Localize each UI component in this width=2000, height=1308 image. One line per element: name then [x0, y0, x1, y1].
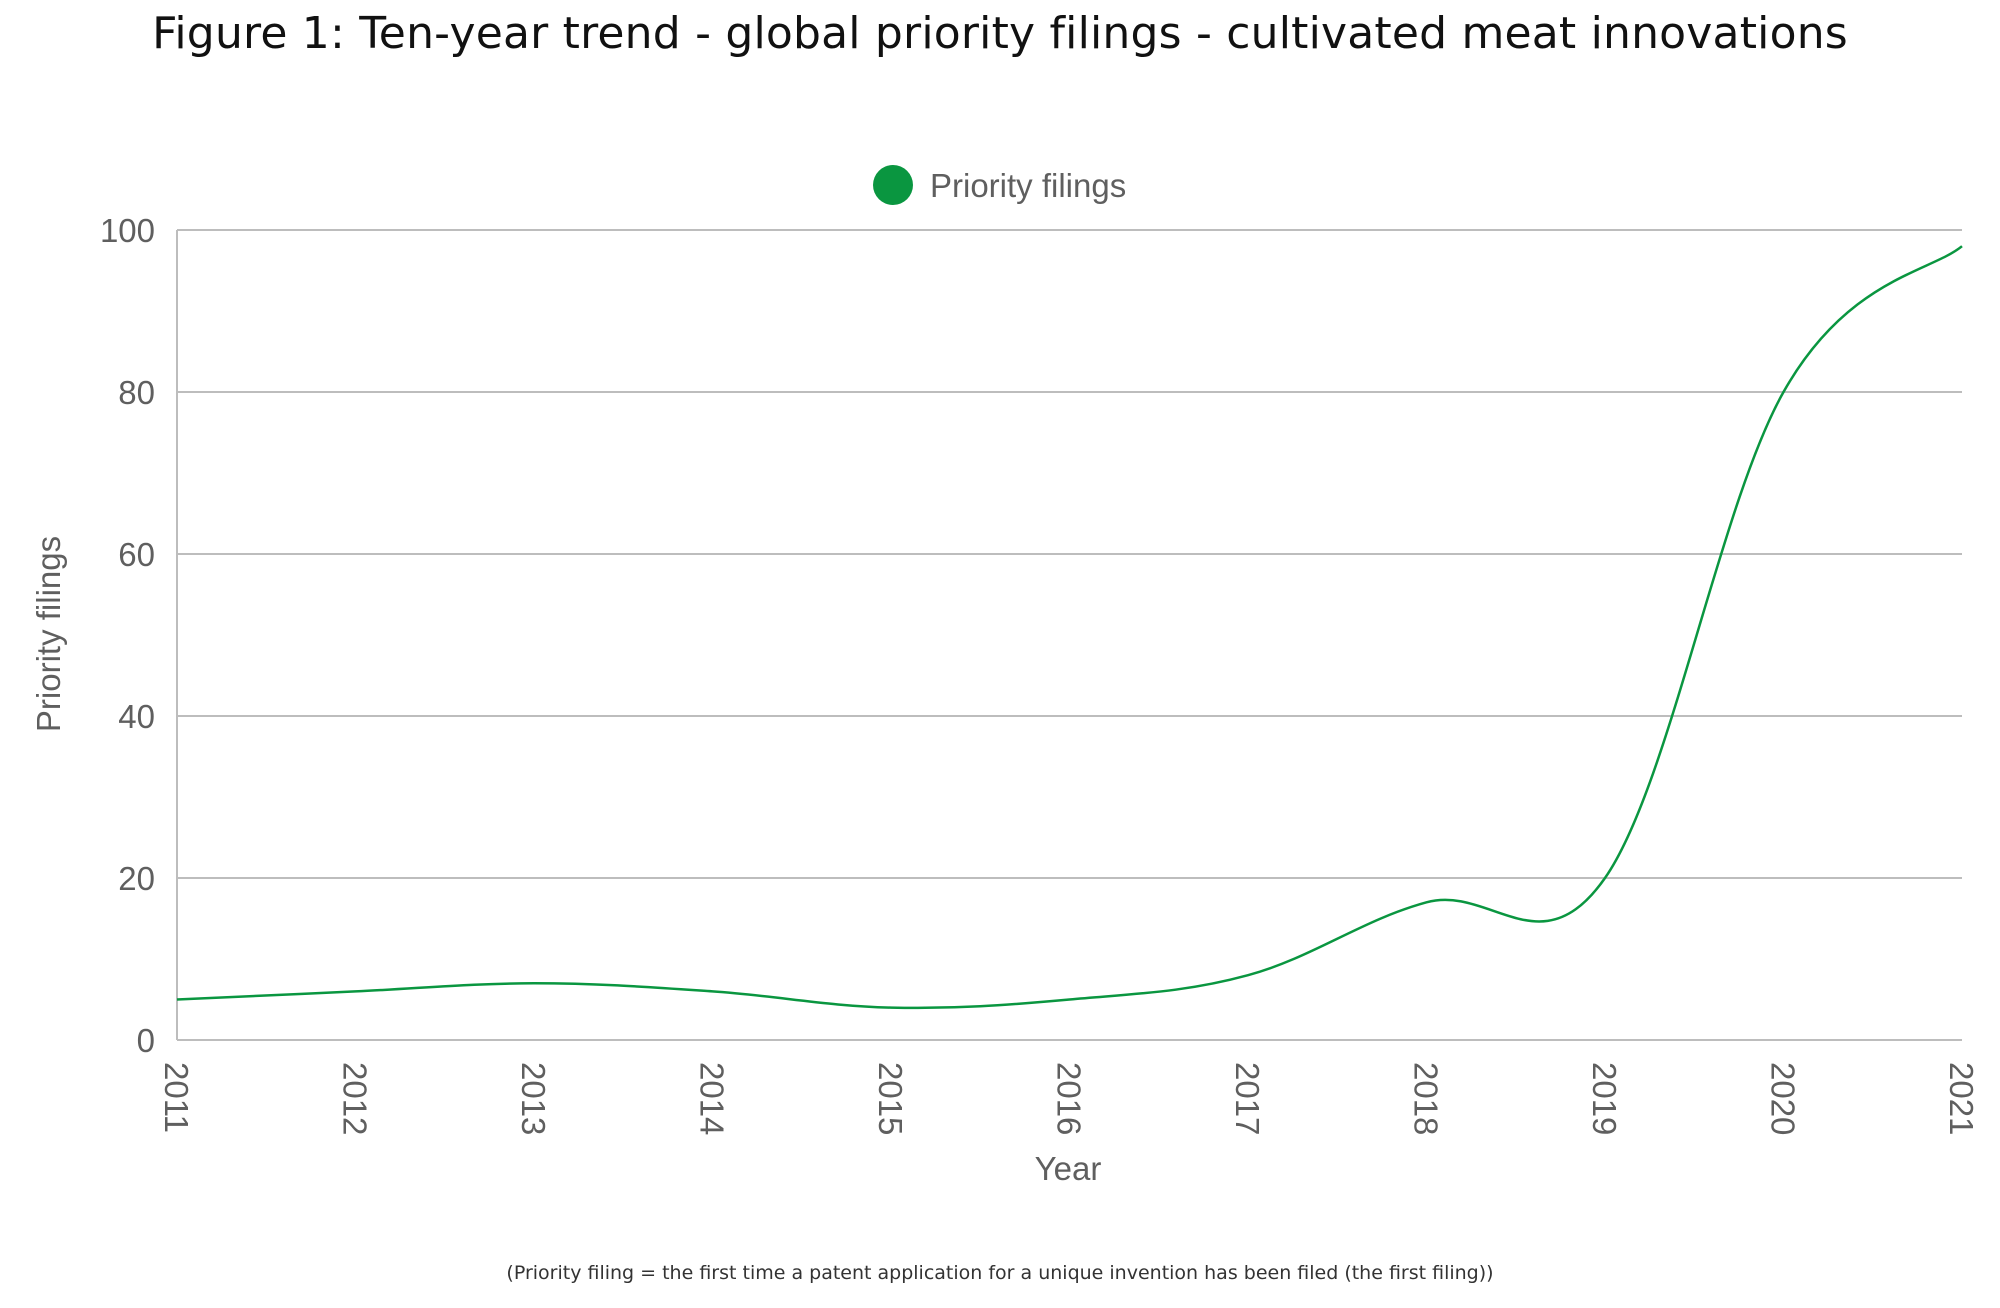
gridlines [176, 229, 1962, 1041]
x-tick-label-2016: 2016 [1051, 1062, 1088, 1135]
y-tick-label-100: 100 [100, 212, 155, 249]
legend: Priority filings [873, 165, 1126, 205]
y-tick-label-40: 40 [118, 698, 155, 735]
series-priority-filings [171, 240, 1968, 1014]
x-axis-ticks: 2011 2012 2013 2014 2015 2016 2017 2018 2019 2020… [158, 1062, 1980, 1135]
data-point-2020[interactable] [1778, 386, 1790, 398]
x-tick-label-2020: 2020 [1765, 1062, 1802, 1135]
data-point-2018[interactable] [1421, 896, 1433, 908]
legend-marker-priority-filings[interactable] [873, 165, 913, 205]
x-tick-label-2011: 2011 [158, 1062, 195, 1133]
data-point-2014[interactable] [707, 985, 719, 997]
data-point-2011[interactable] [171, 994, 183, 1006]
data-point-2019[interactable] [1599, 872, 1611, 884]
x-tick-label-2017: 2017 [1229, 1062, 1266, 1135]
x-tick-label-2012: 2012 [337, 1062, 374, 1135]
y-axis-ticks: 0 20 40 60 80 100 [100, 212, 155, 1059]
figure-title: Figure 1: Ten-year trend - global priori… [152, 8, 1848, 59]
x-tick-label-2021: 2021 [1943, 1062, 1980, 1135]
data-point-2016[interactable] [1064, 994, 1076, 1006]
y-axis-label: Priority filings [30, 536, 67, 732]
y-tick-label-60: 60 [118, 536, 155, 573]
x-tick-label-2014: 2014 [694, 1062, 731, 1135]
y-tick-label-80: 80 [118, 374, 155, 411]
data-point-2021[interactable] [1956, 240, 1968, 252]
y-tick-label-20: 20 [118, 860, 155, 897]
y-tick-label-0: 0 [137, 1022, 155, 1059]
x-tick-label-2015: 2015 [872, 1062, 909, 1135]
data-point-2012[interactable] [350, 985, 362, 997]
x-axis-label: Year [1035, 1150, 1102, 1187]
legend-label-priority-filings[interactable]: Priority filings [930, 167, 1126, 204]
x-tick-label-2019: 2019 [1586, 1062, 1623, 1135]
x-tick-label-2013: 2013 [515, 1062, 552, 1135]
data-point-2015[interactable] [885, 1002, 897, 1014]
x-tick-label-2018: 2018 [1408, 1062, 1445, 1135]
data-point-2017[interactable] [1242, 969, 1254, 981]
series-line-priority-filings[interactable] [176, 245, 1963, 1010]
footnote: (Priority filing = the first time a pate… [506, 1262, 1494, 1284]
data-point-2013[interactable] [528, 977, 540, 989]
